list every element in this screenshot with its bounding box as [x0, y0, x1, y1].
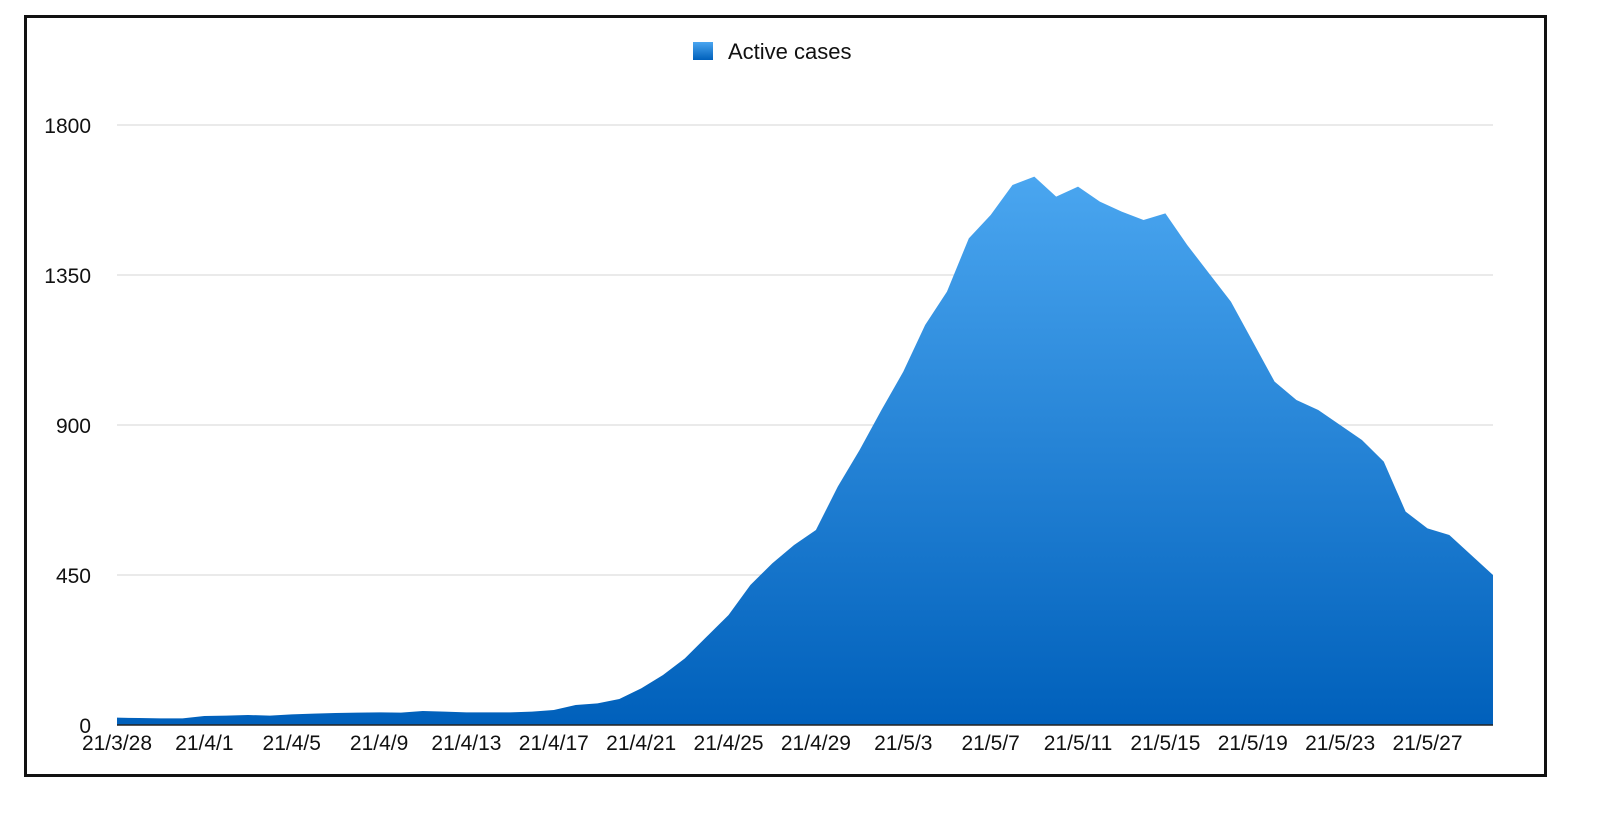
x-tick-label: 21/4/21: [606, 732, 676, 755]
legend-label: Active cases: [728, 39, 852, 64]
legend: Active cases: [693, 39, 852, 64]
x-tick-label: 21/4/9: [350, 732, 408, 755]
x-tick-label: 21/4/1: [175, 732, 233, 755]
x-axis-ticks: 21/3/28 21/4/1 21/4/5 21/4/9 21/4/13 21/4/17 2…: [82, 732, 1463, 755]
y-tick-label: 0: [79, 715, 91, 738]
x-tick-label: 21/5/15: [1130, 732, 1200, 755]
y-tick-label: 1350: [44, 265, 91, 288]
x-tick-label: 21/5/3: [874, 732, 932, 755]
series-area: [117, 176, 1493, 726]
series-area-active-cases: [117, 176, 1493, 726]
x-tick-label: 21/4/25: [694, 732, 764, 755]
legend-swatch: [693, 42, 713, 60]
y-tick-label: 900: [56, 415, 91, 438]
x-tick-label: 21/4/17: [519, 732, 589, 755]
y-tick-label: 1800: [44, 115, 91, 138]
chart-frame: 0 450 900 1350 1800 21/3/28 21/4/1 21/4/5 21/4/…: [24, 15, 1547, 777]
x-tick-label: 21/4/5: [263, 732, 321, 755]
area-chart: 0 450 900 1350 1800 21/3/28 21/4/1 21/4/5 21/4/…: [44, 39, 1493, 755]
x-tick-label: 21/5/11: [1044, 732, 1113, 755]
x-tick-label: 21/5/19: [1218, 732, 1288, 755]
x-tick-label: 21/5/27: [1392, 732, 1462, 755]
x-tick-label: 21/4/13: [431, 732, 501, 755]
x-tick-label: 21/5/7: [961, 732, 1019, 755]
x-tick-label: 21/4/29: [781, 732, 851, 755]
y-tick-label: 450: [56, 565, 91, 588]
x-tick-label: 21/3/28: [82, 732, 152, 755]
y-axis-ticks: 0 450 900 1350 1800: [44, 115, 91, 738]
x-tick-label: 21/5/23: [1305, 732, 1375, 755]
